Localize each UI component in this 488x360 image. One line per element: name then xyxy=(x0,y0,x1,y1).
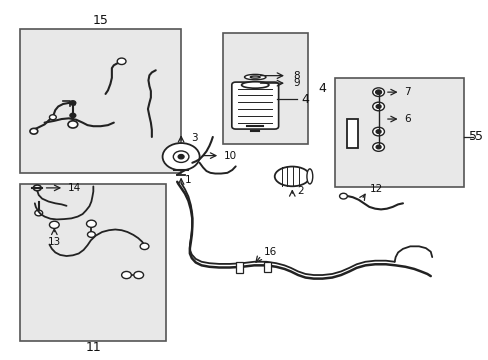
Bar xyxy=(236,262,243,273)
Circle shape xyxy=(49,115,56,120)
Circle shape xyxy=(30,129,38,134)
FancyBboxPatch shape xyxy=(346,119,357,148)
Bar xyxy=(222,33,307,144)
Text: 9: 9 xyxy=(293,78,299,88)
Circle shape xyxy=(375,130,380,134)
Circle shape xyxy=(375,145,380,149)
Text: 2: 2 xyxy=(297,186,303,196)
Text: 16: 16 xyxy=(264,247,277,257)
Text: 13: 13 xyxy=(48,237,61,247)
Ellipse shape xyxy=(244,75,265,80)
Circle shape xyxy=(173,151,188,162)
Circle shape xyxy=(375,105,380,108)
Text: 4: 4 xyxy=(318,82,326,95)
Bar xyxy=(20,30,181,173)
Circle shape xyxy=(375,90,381,94)
Circle shape xyxy=(86,220,96,227)
Circle shape xyxy=(339,193,346,199)
Bar xyxy=(20,184,166,341)
Text: 11: 11 xyxy=(85,341,101,354)
Circle shape xyxy=(87,231,95,237)
Circle shape xyxy=(134,271,143,279)
Text: 4: 4 xyxy=(301,93,309,106)
Bar xyxy=(264,262,271,272)
Circle shape xyxy=(372,102,384,111)
Text: 15: 15 xyxy=(93,14,108,27)
Text: 10: 10 xyxy=(224,150,237,161)
Ellipse shape xyxy=(241,82,268,88)
Ellipse shape xyxy=(306,169,312,184)
Ellipse shape xyxy=(274,167,309,186)
Circle shape xyxy=(70,101,76,105)
Circle shape xyxy=(49,221,59,228)
Ellipse shape xyxy=(250,76,260,78)
Circle shape xyxy=(178,154,183,159)
Text: 5: 5 xyxy=(468,130,476,144)
Text: 14: 14 xyxy=(68,183,81,193)
Circle shape xyxy=(70,113,76,118)
Bar xyxy=(334,78,463,187)
Circle shape xyxy=(372,88,384,96)
Text: 1: 1 xyxy=(184,175,191,185)
Text: 5: 5 xyxy=(474,130,482,144)
Circle shape xyxy=(140,243,149,249)
Circle shape xyxy=(372,143,384,151)
Text: 12: 12 xyxy=(369,184,383,194)
Text: 8: 8 xyxy=(293,71,299,81)
Circle shape xyxy=(117,58,126,64)
Circle shape xyxy=(35,210,42,216)
Text: 6: 6 xyxy=(403,114,410,124)
Circle shape xyxy=(122,271,131,279)
Text: 7: 7 xyxy=(403,87,410,97)
Circle shape xyxy=(162,143,199,170)
Text: 3: 3 xyxy=(190,133,197,143)
Circle shape xyxy=(33,185,41,191)
Circle shape xyxy=(372,127,384,136)
FancyBboxPatch shape xyxy=(231,82,278,129)
Circle shape xyxy=(68,121,78,128)
